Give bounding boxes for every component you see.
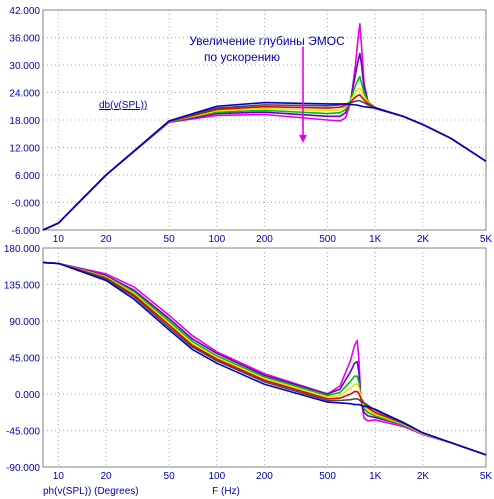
series-line-5 <box>42 261 487 456</box>
x-tick-label: 2K <box>417 471 430 482</box>
series-line-3 <box>42 261 487 456</box>
annotation-arrow-head <box>299 134 308 143</box>
x-tick-label: 1K <box>369 234 382 245</box>
series-line-6 <box>42 261 487 456</box>
y-tick-label: 18.000 <box>9 116 40 127</box>
x-axis-label: F (Hz) <box>212 486 240 497</box>
x-tick-label: 200 <box>256 471 273 482</box>
x-tick-label: 20 <box>100 234 112 245</box>
series-line-1 <box>42 261 487 456</box>
series-line-7 <box>42 101 487 231</box>
y-tick-label: 42.000 <box>9 6 40 17</box>
x-tick-label: 5K <box>480 234 493 245</box>
y-tick-label: 45.000 <box>9 354 40 365</box>
x-tick-label: 10 <box>53 234 65 245</box>
x-tick-label: 5K <box>480 471 493 482</box>
series-line-2 <box>42 52 487 231</box>
plot-panel-1: 10 20 50 100 200 500 1K 2K 5K -6.000 -0.000 6.000 12… <box>9 6 492 245</box>
plot-panel-2: 10 20 50 100 200 500 1K 2K 5K -90.000 -45.000 0.000… <box>4 244 493 497</box>
series-line-4 <box>42 261 487 456</box>
x-tick-label: 100 <box>208 471 225 482</box>
x-tick-label: 10 <box>53 471 65 482</box>
y-tick-label: 180.000 <box>4 244 41 255</box>
y-tick-label: 90.000 <box>9 317 40 328</box>
y-tick-label: -0.000 <box>12 199 41 210</box>
y-tick-label: 0.000 <box>15 390 40 401</box>
x-tick-label: 200 <box>256 234 273 245</box>
series-line-7 <box>42 261 487 456</box>
x-tick-label: 20 <box>100 471 112 482</box>
trace-label: db(v(SPL)) <box>99 100 147 111</box>
x-tick-label: 50 <box>164 234 176 245</box>
x-tick-label: 500 <box>319 471 336 482</box>
series-line-2 <box>42 261 487 456</box>
x-tick-label: 50 <box>164 471 176 482</box>
y-tick-label: 6.000 <box>15 171 40 182</box>
x-tick-label: 500 <box>319 234 336 245</box>
trace-label: ph(v(SPL)) (Degrees) <box>43 486 139 497</box>
y-tick-label: 24.000 <box>9 89 40 100</box>
y-tick-label: -90.000 <box>6 463 40 474</box>
y-tick-label: 36.000 <box>9 34 40 45</box>
y-tick-label: 12.000 <box>9 144 40 155</box>
annotation-line-2: по ускорению <box>204 50 280 64</box>
y-tick-label: -6.000 <box>12 226 41 237</box>
x-tick-label: 100 <box>208 234 225 245</box>
y-tick-label: -45.000 <box>6 427 40 438</box>
x-tick-label: 2K <box>417 234 430 245</box>
y-tick-label: 135.000 <box>4 281 41 292</box>
annotation-line-1: Увеличение глубины ЭМОС <box>189 34 345 48</box>
y-tick-label: 30.000 <box>9 61 40 72</box>
x-tick-label: 1K <box>369 471 382 482</box>
